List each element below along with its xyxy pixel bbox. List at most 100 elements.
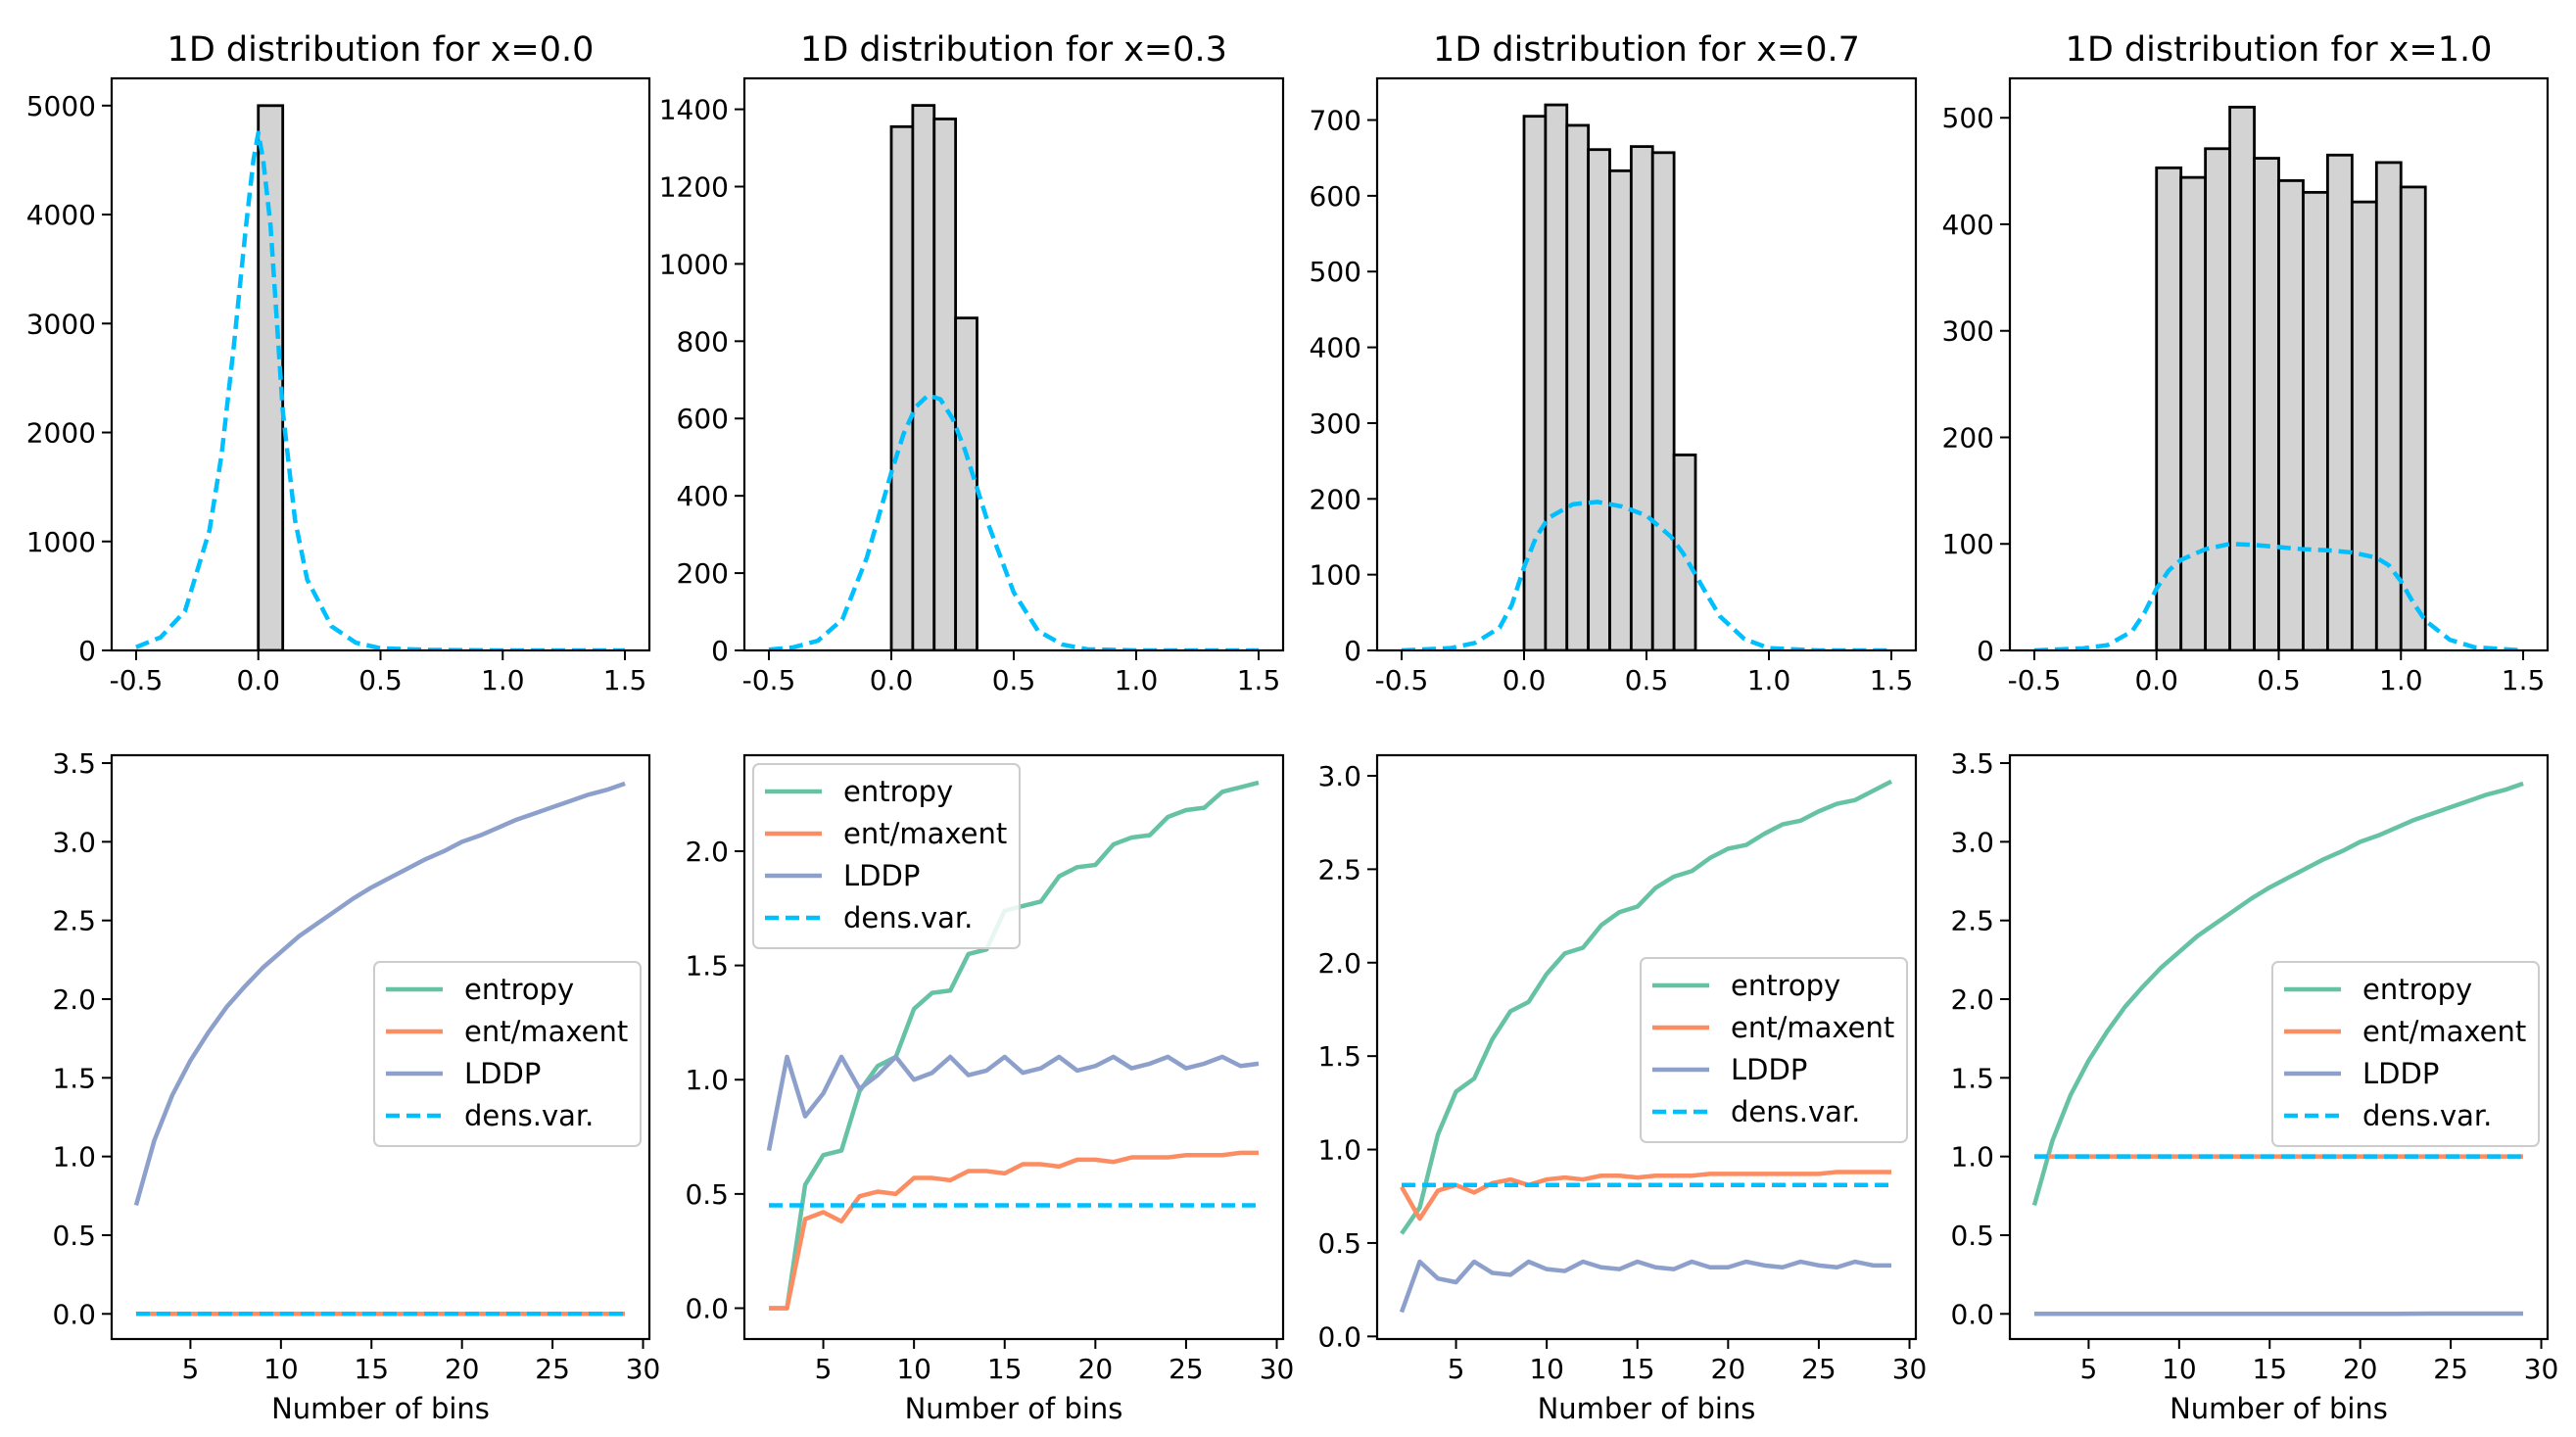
x-tick-label: 1.5	[2502, 664, 2546, 696]
legend-label: LDDP	[2362, 1057, 2439, 1090]
plot-area	[135, 104, 626, 650]
y-tick-label: 1000	[659, 248, 729, 280]
plot-area	[1401, 103, 1891, 650]
legend-label: entropy	[2362, 973, 2472, 1006]
series-line-entropy	[1400, 779, 1893, 1235]
legend-label: dens.var.	[843, 901, 973, 934]
x-tick-label: 20	[445, 1353, 480, 1385]
y-tick-label: 0	[711, 635, 729, 667]
y-tick-label: 1.0	[52, 1141, 96, 1174]
legend-label: LDDP	[1731, 1053, 1807, 1086]
y-tick-label: 0.5	[685, 1178, 729, 1211]
legend-box	[1640, 957, 1908, 1143]
y-tick-label: 4000	[26, 199, 96, 231]
y-tick-label: 800	[677, 325, 729, 358]
y-tick-label: 0.0	[1950, 1298, 1994, 1330]
x-tick-label: -0.5	[1375, 664, 1429, 696]
y-tick-label: 500	[1942, 102, 1994, 134]
y-tick-label: 2.0	[1317, 947, 1361, 980]
y-tick-label: 2.0	[52, 983, 96, 1016]
y-tick-label: 1.0	[1317, 1134, 1361, 1167]
y-tick-label: 700	[1310, 105, 1361, 137]
y-tick-label: 0.0	[685, 1293, 729, 1325]
legend-label: entropy	[1731, 969, 1840, 1002]
subplot-5: 5 10 15 20 25 30 Number of bins 0.0 0.5 1.0 1.5 2.0…	[52, 747, 660, 1425]
x-tick-label: 0.5	[2257, 664, 2301, 696]
plot-area	[1399, 779, 1893, 1314]
y-tick-label: 5000	[26, 90, 96, 122]
series-line-ent-maxent	[1400, 1170, 1891, 1221]
x-tick-label: 15	[354, 1353, 389, 1385]
y-tick-label: 0.0	[1317, 1320, 1361, 1353]
legend-box	[752, 763, 1021, 949]
legend-label: entropy	[843, 775, 953, 808]
y-tick-label: 1400	[659, 94, 729, 126]
axes-frame	[1375, 76, 1918, 652]
x-tick-label: 25	[535, 1353, 570, 1385]
legend: entropy ent/maxent LDDP dens.var.	[2271, 961, 2540, 1147]
y-tick-label: 3.0	[52, 826, 96, 858]
x-tick-label: -0.5	[110, 664, 164, 696]
y-tick-label: 3.5	[1950, 747, 1994, 780]
axes-frame	[742, 76, 1285, 652]
series-line-ent-maxent	[769, 1150, 1259, 1311]
x-tick-label: 1.5	[1870, 664, 1914, 696]
y-tick-label: 1.0	[1950, 1141, 1994, 1174]
y-tick-label: 600	[1310, 180, 1361, 213]
density-curve	[2033, 541, 2524, 650]
y-tick-label: 1.0	[685, 1064, 729, 1096]
legend: entropy ent/maxent LDDP dens.var.	[373, 961, 642, 1147]
x-tick-label: 15	[987, 1353, 1023, 1385]
histogram-bar	[2399, 185, 2427, 650]
subplot-2: -0.5 0.0 0.5 1.0 1.5 0 200 400 600 800 1000 1200 140…	[659, 30, 1285, 696]
x-tick-label: 0.0	[236, 664, 280, 696]
legend-box	[373, 961, 642, 1147]
x-tick-label: 0.0	[2134, 664, 2178, 696]
plot-area	[133, 781, 626, 1317]
chart-title: 1D distribution for x=0.7	[1433, 30, 1860, 70]
x-tick-label: 30	[1892, 1353, 1928, 1385]
histogram-bar	[1565, 123, 1591, 650]
legend-label: dens.var.	[464, 1099, 594, 1132]
y-tick-label: 0.5	[52, 1220, 96, 1252]
plot-area	[2031, 781, 2524, 1317]
y-tick-label: 0.5	[1317, 1227, 1361, 1260]
y-tick-label: 400	[1942, 209, 1994, 241]
x-tick-label: 1.0	[1747, 664, 1791, 696]
histogram-bar	[2204, 147, 2231, 650]
y-tick-label: 1.5	[685, 950, 729, 982]
y-tick-label: 1.5	[52, 1062, 96, 1094]
y-tick-label: 0	[78, 635, 96, 667]
axes-frame	[2008, 753, 2550, 1341]
x-tick-label: 30	[1260, 1353, 1295, 1385]
subplot-1: -0.5 0.0 0.5 1.0 1.5 0 1000 2000 3000 4000 5000 1D …	[26, 30, 651, 696]
histogram-bar	[911, 104, 936, 650]
x-tick-label: 25	[1169, 1353, 1204, 1385]
plot-area	[2033, 105, 2524, 650]
x-tick-label: 15	[2252, 1353, 2287, 1385]
legend: entropy ent/maxent LDDP dens.var.	[1640, 957, 1908, 1143]
x-tick-label: 1.5	[603, 664, 647, 696]
x-tick-label: 5	[1448, 1353, 1465, 1385]
y-tick-label: 2000	[26, 417, 96, 450]
y-tick-label: 600	[677, 403, 729, 435]
y-tick-label: 200	[677, 557, 729, 590]
x-axis-label: Number of bins	[271, 1392, 490, 1425]
histogram-bar	[2228, 105, 2256, 650]
x-tick-label: 0.5	[358, 664, 403, 696]
y-tick-label: 400	[677, 480, 729, 512]
legend-label: ent/maxent	[464, 1015, 628, 1048]
x-tick-label: 15	[1620, 1353, 1655, 1385]
x-axis-label: Number of bins	[1538, 1392, 1756, 1425]
x-tick-label: 1.5	[1237, 664, 1281, 696]
x-tick-label: 20	[2343, 1353, 2378, 1385]
y-tick-label: 300	[1310, 407, 1361, 440]
histogram-bar	[2253, 157, 2280, 650]
y-tick-label: 0.0	[52, 1298, 96, 1330]
histogram-bar	[1608, 168, 1633, 650]
y-tick-label: 2.5	[52, 905, 96, 937]
axes-frame	[1375, 753, 1918, 1341]
plot-area	[768, 104, 1259, 650]
subplot-6: 5 10 15 20 25 30 Number of bins 0.0 0.5 1.0 1.5 2.0…	[685, 753, 1295, 1425]
x-tick-label: 10	[263, 1353, 299, 1385]
